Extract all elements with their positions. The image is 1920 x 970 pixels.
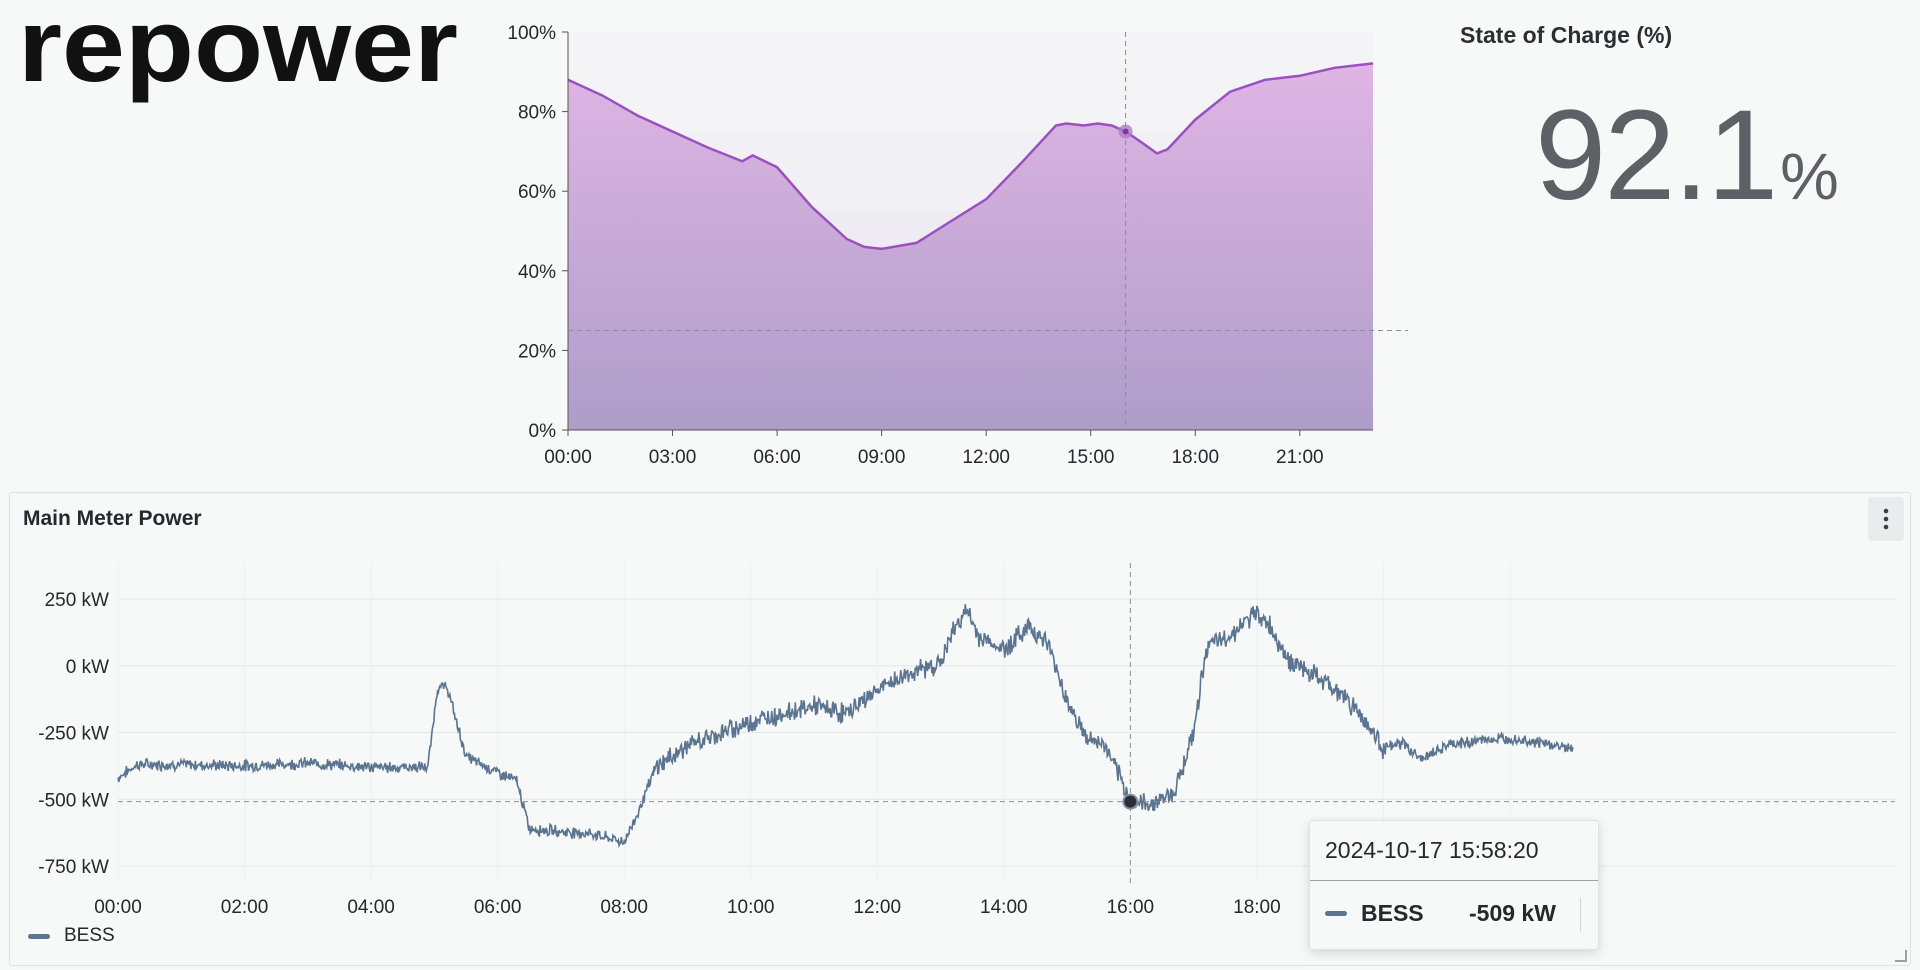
tooltip-series-swatch [1325,911,1347,916]
soc-y-tick-label: 100% [507,23,556,44]
legend-label-bess: BESS [64,925,115,946]
soc-stat-value: 92.1% [1535,82,1839,229]
soc-x-tick-label: 21:00 [1276,447,1324,468]
soc-x-tick-label: 15:00 [1067,447,1115,468]
main-meter-panel: Main Meter Power 250 kW 0 kW -250 kW -500 k… [9,492,1911,966]
tooltip-divider [1310,880,1598,881]
bess-series-line [117,604,1574,849]
power-y-tick-label: 250 kW [45,590,109,611]
soc-chart-svg: 0% 20% 40% 60% 80% 100% 00:00 03:00 06:00 09:00 12… [507,23,1408,468]
soc-hover-point-center [1122,128,1129,135]
power-x-tick-label: 08:00 [600,897,648,918]
power-x-tick-label: 12:00 [853,897,901,918]
power-x-tick-label: 00:00 [94,897,142,918]
panel-title: Main Meter Power [23,507,202,530]
soc-chart[interactable]: 0% 20% 40% 60% 80% 100% 00:00 03:00 06:00 09:00 12… [490,20,1420,475]
soc-area [568,63,1373,431]
soc-x-tick-label: 00:00 [544,447,592,468]
power-x-tick-label: 14:00 [980,897,1028,918]
soc-x-tick-label: 12:00 [962,447,1010,468]
soc-y-tick-label: 40% [518,262,556,283]
tooltip-scroll-indicator [1580,898,1581,932]
soc-y-tick-label: 80% [518,103,556,124]
soc-stat-panel: State of Charge (%) 92.1% [1430,10,1910,227]
resize-handle[interactable] [1895,950,1907,962]
soc-x-tick-label: 09:00 [858,447,906,468]
chart-legend[interactable]: BESS [28,925,115,947]
power-chart-svg: 250 kW 0 kW -250 kW -500 kW -750 kW 00:00 02:0… [38,563,1895,918]
logo-text: repower [18,6,458,104]
power-y-tick-label: -750 kW [38,857,109,878]
power-x-tick-label: 06:00 [474,897,522,918]
soc-series-line [567,62,1374,251]
repower-logo: repower [18,0,468,126]
power-x-tick-label: 04:00 [347,897,395,918]
power-hover-point [1122,793,1139,810]
vertical-ellipsis-icon [1883,508,1889,530]
soc-stat-title: State of Charge (%) [1460,22,1673,48]
power-y-tick-label: -500 kW [38,790,109,811]
tooltip-timestamp: 2024-10-17 15:58:20 [1325,837,1539,863]
soc-x-tick-label: 03:00 [649,447,697,468]
panel-menu-button[interactable] [1868,497,1904,541]
power-x-tick-label: 02:00 [221,897,269,918]
power-x-tick-label: 18:00 [1233,897,1281,918]
soc-y-tick-label: 20% [518,341,556,362]
soc-x-tick-label: 18:00 [1171,447,1219,468]
soc-x-tick-label: 06:00 [753,447,801,468]
power-x-tick-label: 10:00 [727,897,775,918]
soc-y-tick-label: 0% [529,421,557,442]
tooltip-series-value: -509 kW [1469,900,1556,926]
tooltip-series-name: BESS [1361,900,1424,926]
power-chart[interactable]: 250 kW 0 kW -250 kW -500 kW -750 kW 00:00 02:0… [10,553,1910,965]
legend-swatch [28,933,50,939]
power-y-tick-label: -250 kW [38,724,109,745]
soc-stat-number: 92.1 [1535,84,1778,227]
soc-stat-unit: % [1780,139,1839,213]
chart-tooltip: 2024-10-17 15:58:20 BESS -509 kW [1309,820,1599,950]
tooltip-row: BESS -509 kW [1325,900,1585,927]
power-x-tick-label: 16:00 [1107,897,1155,918]
repower-logo-mark: repower [18,0,458,104]
soc-y-tick-label: 60% [518,182,556,203]
power-y-tick-label: 0 kW [66,657,109,678]
